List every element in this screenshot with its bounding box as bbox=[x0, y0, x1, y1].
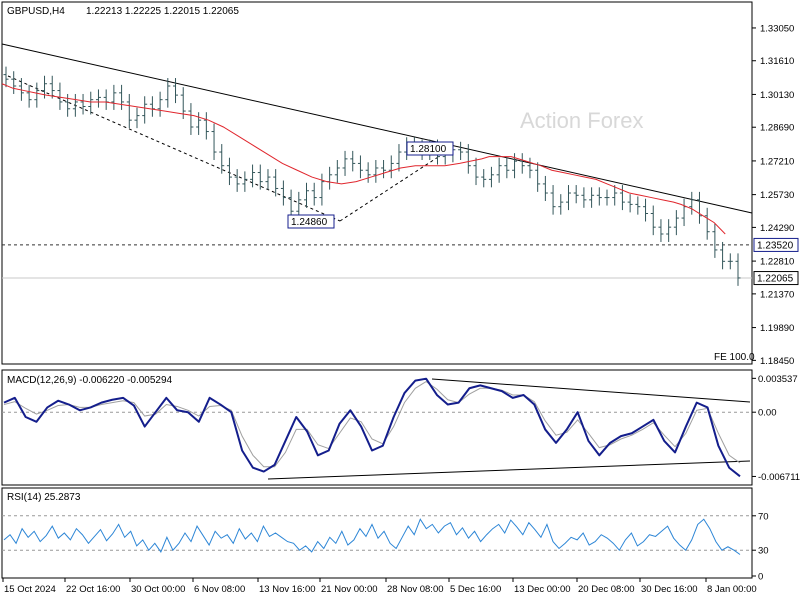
price-tick-label: 1.27210 bbox=[760, 156, 794, 167]
current-price-box bbox=[753, 271, 799, 286]
rsi-panel[interactable]: RSI(14) 25.2873 bbox=[1, 487, 753, 579]
time-tick-label: 8 Jan 00:00 bbox=[707, 584, 757, 595]
time-tick-label: 6 Nov 08:00 bbox=[194, 584, 245, 595]
price-tick-label: 1.33050 bbox=[760, 23, 794, 34]
time-tick-label: 13 Nov 16:00 bbox=[259, 584, 316, 595]
fe-label: FE 100.0 bbox=[714, 352, 755, 363]
macd-upper-trendline bbox=[431, 378, 751, 403]
macd-panel[interactable]: MACD(12,26,9) -0.006220 -0.005294 bbox=[1, 369, 753, 486]
time-tick-label: 5 Dec 16:00 bbox=[450, 584, 501, 595]
projection-line-2 bbox=[339, 147, 453, 222]
price-panel[interactable]: Action Forex GBPUSD,H4 1.22213 1.22225 1… bbox=[1, 1, 799, 365]
price-tick-label: 1.31610 bbox=[760, 56, 794, 67]
time-tick-label: 28 Nov 08:00 bbox=[387, 584, 444, 595]
price-tick-label: 1.25730 bbox=[760, 190, 794, 201]
low-label: 1.24860 bbox=[291, 217, 328, 228]
macd-tick-label: 0.003537 bbox=[758, 374, 798, 385]
rsi-tick-label: 0 bbox=[758, 572, 763, 583]
macd-axis: 0.003537 0.00 -0.006711 bbox=[752, 374, 800, 483]
high-label: 1.28100 bbox=[410, 144, 447, 155]
time-tick-label: 30 Dec 16:00 bbox=[641, 584, 698, 595]
price-tick-label: 1.18450 bbox=[760, 356, 794, 367]
time-tick-label: 21 Nov 00:00 bbox=[321, 584, 378, 595]
current-price-label: 1.22065 bbox=[757, 274, 794, 285]
moving-average bbox=[1, 83, 726, 235]
macd-line bbox=[3, 377, 741, 478]
macd-title: MACD(12,26,9) -0.006220 -0.005294 bbox=[7, 375, 173, 386]
price-axis: 1.33050 1.31610 1.30130 1.28690 1.27210 1.257… bbox=[752, 23, 794, 367]
symbol-label: GBPUSD,H4 bbox=[7, 6, 65, 17]
price-tick-label: 1.28690 bbox=[760, 123, 794, 134]
macd-tick-label: -0.006711 bbox=[758, 472, 800, 483]
resistance-trendline bbox=[1, 43, 753, 214]
rsi-line bbox=[3, 518, 741, 555]
ohlc-values: 1.22213 1.22225 1.22015 1.22065 bbox=[86, 6, 239, 17]
macd-tick-label: 0.00 bbox=[758, 408, 777, 419]
rsi-title: RSI(14) 25.2873 bbox=[7, 492, 81, 503]
price-annotations: 1.28100 1.24860 1.23520 1.22065 bbox=[287, 141, 799, 286]
level-price-label: 1.23520 bbox=[757, 240, 794, 251]
time-axis: 15 Oct 2024 22 Oct 16:00 30 Oct 00:00 6 Nov… bbox=[2, 578, 757, 595]
high-label-box bbox=[406, 141, 454, 156]
projection-line-1 bbox=[7, 75, 341, 222]
low-label-box bbox=[287, 214, 335, 229]
macd-lower-trendline bbox=[267, 460, 751, 480]
watermark: Action Forex bbox=[520, 108, 644, 133]
rsi-axis: 70 30 0 bbox=[752, 511, 769, 583]
level-price-label-box bbox=[753, 237, 799, 252]
price-tick-label: 1.22810 bbox=[760, 257, 794, 268]
ma-line bbox=[1, 83, 726, 235]
price-tick-label: 1.21370 bbox=[760, 289, 794, 300]
price-trendlines bbox=[1, 43, 753, 279]
price-tick-label: 1.24290 bbox=[760, 223, 794, 234]
price-tick-label: 1.19890 bbox=[760, 323, 794, 334]
time-tick-label: 22 Oct 16:00 bbox=[66, 584, 120, 595]
time-tick-label: 15 Oct 2024 bbox=[4, 584, 56, 595]
time-tick-label: 13 Dec 00:00 bbox=[514, 584, 571, 595]
time-tick-label: 30 Oct 00:00 bbox=[131, 584, 185, 595]
rsi-tick-label: 30 bbox=[758, 546, 769, 557]
rsi-tick-label: 70 bbox=[758, 511, 769, 522]
time-tick-label: 20 Dec 08:00 bbox=[578, 584, 635, 595]
price-tick-label: 1.30130 bbox=[760, 90, 794, 101]
